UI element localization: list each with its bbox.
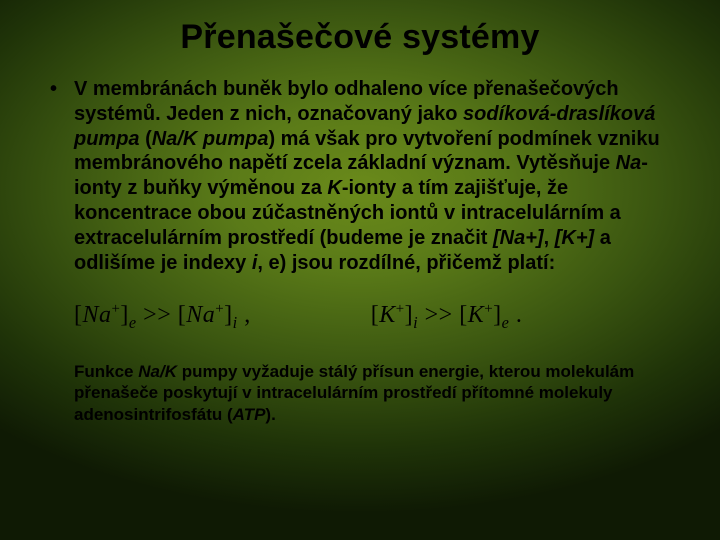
equation-row: [Na+]e >> [Na+]i , [K+]i >> [K+]e . [74,301,680,333]
body-list: V membránách buněk bylo odhaleno více př… [40,77,680,275]
equation-left: [Na+]e >> [Na+]i , [74,301,251,333]
bullet-item: V membránách buněk bylo odhaleno více př… [46,77,680,275]
slide-title: Přenašečové systémy [40,18,680,57]
equation-right: [K+]i >> [K+]e . [371,301,523,333]
slide: Přenašečové systémy V membránách buněk b… [0,0,720,540]
footer-paragraph: Funkce Na/K pumpy vyžaduje stálý přísun … [74,361,670,425]
